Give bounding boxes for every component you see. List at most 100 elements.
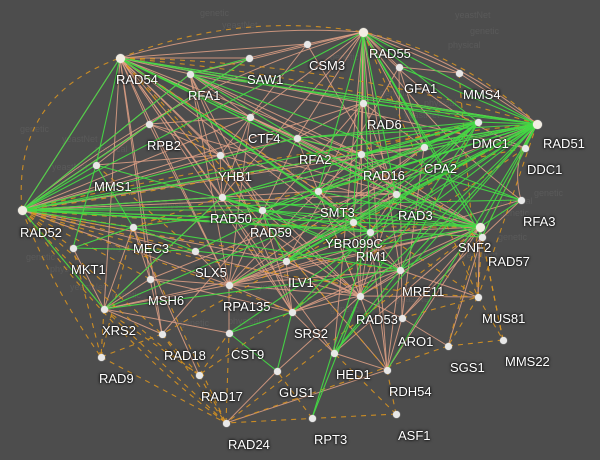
network-edge-physical [317, 121, 479, 192]
network-node-rad17[interactable] [195, 371, 203, 379]
network-node-mus81[interactable] [474, 293, 482, 301]
network-node-rpb2[interactable] [145, 120, 153, 128]
network-edge-genetic [100, 356, 227, 424]
network-node-aro1[interactable] [398, 314, 406, 322]
network-node-rad16[interactable] [357, 150, 365, 158]
network-node-asf1[interactable] [392, 410, 400, 418]
network-edge-physical [386, 123, 538, 371]
network-node-rad6[interactable] [359, 99, 367, 107]
network-edge-genetic [21, 209, 481, 228]
network-node-sgs1[interactable] [444, 342, 452, 350]
network-node-rad59[interactable] [258, 206, 266, 214]
network-edge-coexp [221, 116, 251, 198]
network-edge-physical [359, 123, 538, 297]
network-edge-genetic [21, 209, 102, 358]
network-node-ctf4[interactable] [246, 113, 254, 121]
network-node-rad24[interactable] [222, 419, 230, 427]
network-edge-physical [261, 209, 401, 271]
network-node-mre11[interactable] [396, 266, 404, 274]
network-node-csm3[interactable] [303, 40, 311, 48]
network-node-smt3[interactable] [314, 187, 322, 195]
network-node-label-xrs2: XRS2 [102, 323, 136, 338]
network-node-label-rad6: RAD6 [367, 117, 402, 132]
network-node-rfa2[interactable] [293, 134, 301, 142]
network-node-rpa135[interactable] [225, 281, 233, 289]
network-edge-coexp [72, 247, 105, 310]
network-node-rim1[interactable] [366, 228, 374, 236]
network-node-mms1[interactable] [92, 161, 100, 169]
network-edge-coexp [189, 73, 251, 118]
network-node-rad51[interactable] [532, 119, 542, 129]
network-node-rad57[interactable] [478, 233, 486, 241]
network-node-yhb1[interactable] [216, 151, 224, 159]
network-node-cpa2[interactable] [420, 143, 428, 151]
network-node-cst9[interactable] [225, 329, 233, 337]
network-node-rfa3[interactable] [517, 196, 525, 204]
network-edge-physical [228, 332, 278, 372]
network-node-mms4[interactable] [455, 69, 463, 77]
network-edge-physical [194, 250, 287, 262]
network-edge-coexp [359, 226, 481, 297]
network-node-ilv1[interactable] [282, 257, 290, 265]
network-node-gfa1[interactable] [395, 63, 403, 71]
network-node-rpt3[interactable] [308, 414, 316, 422]
network-edge-physical [194, 190, 319, 252]
network-node-saw1[interactable] [245, 54, 253, 62]
network-edge-coexp [221, 31, 364, 198]
network-node-rad18[interactable] [158, 330, 166, 338]
network-edge-physical [21, 164, 97, 211]
network-node-srs2[interactable] [288, 308, 296, 316]
network-node-label-aro1: ARO1 [398, 334, 434, 349]
network-node-ddc1[interactable] [521, 144, 529, 152]
network-edge-physical [360, 123, 538, 155]
network-edge-coexp [359, 295, 388, 371]
network-edge-physical [132, 226, 196, 252]
network-edge-coexp [285, 260, 403, 319]
network-edge-coexp [148, 116, 251, 125]
network-edge-coexp [21, 31, 364, 211]
network-node-rad52[interactable] [17, 205, 27, 215]
network-edge-genetic [198, 332, 230, 376]
network-edge-physical [21, 121, 479, 211]
network-node-dmc1[interactable] [474, 118, 482, 126]
network-node-rfa1[interactable] [186, 70, 194, 78]
network-node-ybr099c[interactable] [349, 218, 357, 226]
network-edge-genetic [100, 226, 134, 358]
network-edge-physical [285, 121, 479, 262]
network-node-slx5[interactable] [191, 247, 199, 255]
network-edge-physical [228, 123, 538, 334]
network-edge-physical [103, 123, 538, 310]
network-node-rad53[interactable] [356, 292, 364, 300]
network-edge-physical [21, 31, 364, 211]
network-edge-coexp [359, 269, 401, 297]
network-edge-genetic [21, 209, 151, 280]
network-edge-genetic [72, 247, 102, 358]
network-node-label-saw1: SAW1 [247, 72, 284, 87]
network-edge-physical [221, 196, 481, 228]
network-node-mms22[interactable] [499, 336, 507, 344]
network-edge-physical [317, 190, 481, 228]
network-node-label-rad59: RAD59 [250, 225, 292, 240]
network-node-mec3[interactable] [129, 223, 137, 231]
network-node-label-rad17: RAD17 [201, 389, 243, 404]
network-node-rad55[interactable] [358, 27, 368, 37]
network-edge-physical [21, 209, 105, 310]
network-node-gus1[interactable] [273, 367, 281, 375]
network-node-hed1[interactable] [330, 349, 338, 357]
network-edge-physical [362, 31, 481, 228]
network-edge-physical [21, 199, 522, 211]
network-node-msh6[interactable] [146, 275, 154, 283]
network-node-rad54[interactable] [115, 53, 125, 63]
network-node-rad9[interactable] [97, 353, 105, 361]
network-edge-physical [189, 57, 250, 75]
network-edge-physical [261, 209, 481, 228]
network-node-rdh54[interactable] [383, 366, 391, 374]
network-edge-genetic [119, 57, 388, 371]
network-edge-physical [362, 31, 538, 125]
network-node-xrs2[interactable] [100, 305, 108, 313]
network-node-rad3[interactable] [392, 190, 400, 198]
network-node-rad50[interactable] [218, 193, 226, 201]
network-node-mkt1[interactable] [69, 244, 77, 252]
network-node-snf2[interactable] [475, 222, 485, 232]
